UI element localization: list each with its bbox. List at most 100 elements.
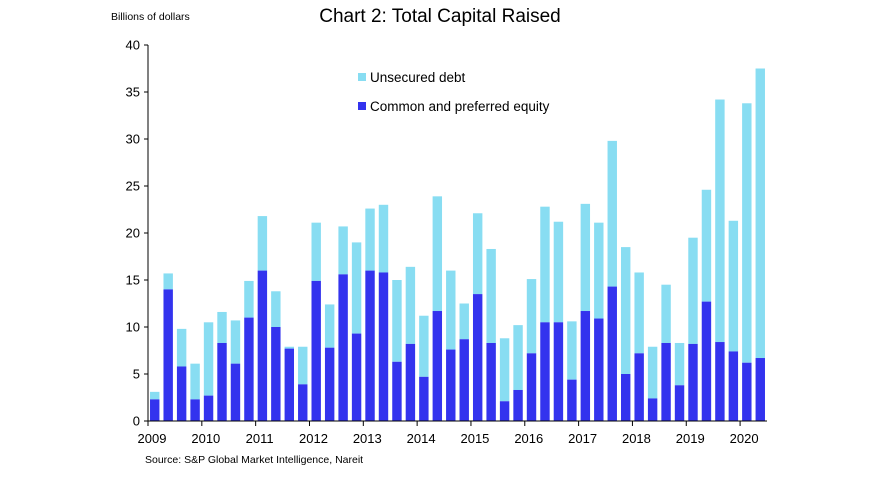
bar-debt: [742, 103, 752, 363]
bar-equity: [513, 389, 523, 421]
bar-debt: [607, 140, 617, 287]
bar-equity: [203, 395, 214, 421]
bar-debt: [459, 303, 469, 340]
bar-debt: [311, 222, 321, 281]
bar-equity: [715, 342, 725, 421]
legend-swatch-debt: [358, 73, 366, 81]
bar-equity: [647, 398, 658, 421]
bar-equity: [742, 362, 752, 421]
x-tick-label: 2010: [191, 431, 220, 446]
bar-equity: [244, 317, 254, 421]
bar-debt: [580, 203, 591, 312]
legend-label-debt: Unsecured debt: [370, 70, 466, 85]
bar-equity: [338, 274, 348, 421]
bar-equity: [755, 358, 765, 421]
bar-debt: [284, 346, 295, 349]
x-tick-label: 2016: [514, 431, 543, 446]
bar-equity: [217, 342, 227, 421]
bar-equity: [553, 322, 564, 421]
bar-debt: [472, 213, 483, 295]
bar-debt: [230, 320, 241, 364]
bar-debt: [674, 342, 685, 386]
y-tick-label: 25: [126, 179, 140, 194]
axes-layer: 0 5 10 15 20 25 30 35 40 2009 2010 2011 2012 2013 2014…: [126, 38, 767, 446]
bar-equity: [351, 333, 362, 421]
chart-title: Chart 2: Total Capital Raised: [319, 6, 561, 27]
x-tick-label: 2011: [246, 431, 274, 446]
bar-debt: [378, 204, 389, 273]
bar-equity: [405, 343, 416, 421]
x-tick-label: 2017: [568, 431, 597, 446]
bar-equity: [324, 347, 335, 421]
bar-equity: [728, 351, 739, 421]
bar-debt: [190, 363, 200, 400]
bar-debt: [150, 391, 160, 400]
bar-debt: [486, 248, 496, 343]
bar-equity: [620, 374, 631, 421]
bar-equity: [190, 399, 200, 421]
bar-debt: [688, 237, 698, 344]
bar-debt: [217, 311, 227, 343]
x-tick-label: 2009: [138, 431, 167, 446]
y-axis-label: Billions of dollars: [111, 11, 190, 23]
y-tick-label: 40: [126, 38, 140, 53]
bar-equity: [607, 286, 617, 421]
bar-debt: [553, 221, 564, 323]
bar-equity: [257, 270, 268, 421]
bar-equity: [567, 379, 577, 421]
bar-debt: [620, 247, 631, 374]
bar-debt: [661, 284, 671, 343]
bar-equity: [580, 311, 591, 421]
bar-equity: [298, 384, 308, 421]
y-tick-label: 15: [126, 273, 140, 288]
bar-debt: [324, 304, 335, 348]
bar-debt: [446, 270, 456, 350]
y-tick-label: 10: [126, 320, 140, 335]
y-tick-label: 0: [133, 414, 140, 429]
bar-debt: [432, 196, 443, 312]
bar-debt: [567, 321, 577, 380]
bar-debt: [203, 322, 214, 396]
bar-equity: [674, 385, 685, 421]
x-tick-label: 2019: [676, 431, 705, 446]
bar-debt: [405, 266, 416, 344]
bars-layer: [150, 68, 765, 421]
x-tick-label: 2018: [622, 431, 651, 446]
bar-equity: [459, 339, 469, 421]
bar-debt: [755, 68, 765, 359]
bar-equity: [446, 349, 456, 421]
bar-equity: [271, 327, 281, 421]
legend: Unsecured debt Common and preferred equit…: [358, 70, 550, 114]
bar-debt: [715, 99, 725, 343]
bar-debt: [540, 206, 550, 323]
bar-equity: [230, 363, 241, 421]
bar-debt: [419, 315, 429, 377]
x-tick-label: 2012: [299, 431, 328, 446]
bar-equity: [311, 280, 321, 421]
y-tick-label: 20: [126, 226, 140, 241]
bar-debt: [244, 280, 254, 318]
bar-debt: [513, 325, 523, 390]
bar-equity: [540, 322, 550, 421]
bar-equity: [432, 311, 443, 421]
bar-equity: [526, 353, 537, 421]
bar-debt: [271, 291, 281, 327]
x-tick-label: 2014: [407, 431, 436, 446]
bar-debt: [499, 338, 510, 402]
bar-debt: [526, 279, 537, 354]
bar-equity: [499, 401, 510, 421]
bar-debt: [163, 273, 173, 290]
bar-equity: [365, 270, 375, 421]
bar-equity: [392, 361, 402, 421]
y-tick-label: 35: [126, 85, 140, 100]
bar-equity: [594, 318, 604, 421]
bar-equity: [150, 399, 160, 421]
bar-debt: [257, 216, 268, 271]
bar-equity: [634, 353, 644, 421]
bar-debt: [728, 220, 739, 352]
bar-debt: [701, 189, 712, 302]
bar-debt: [647, 346, 658, 399]
bar-equity: [661, 342, 671, 421]
bar-equity: [176, 366, 187, 421]
